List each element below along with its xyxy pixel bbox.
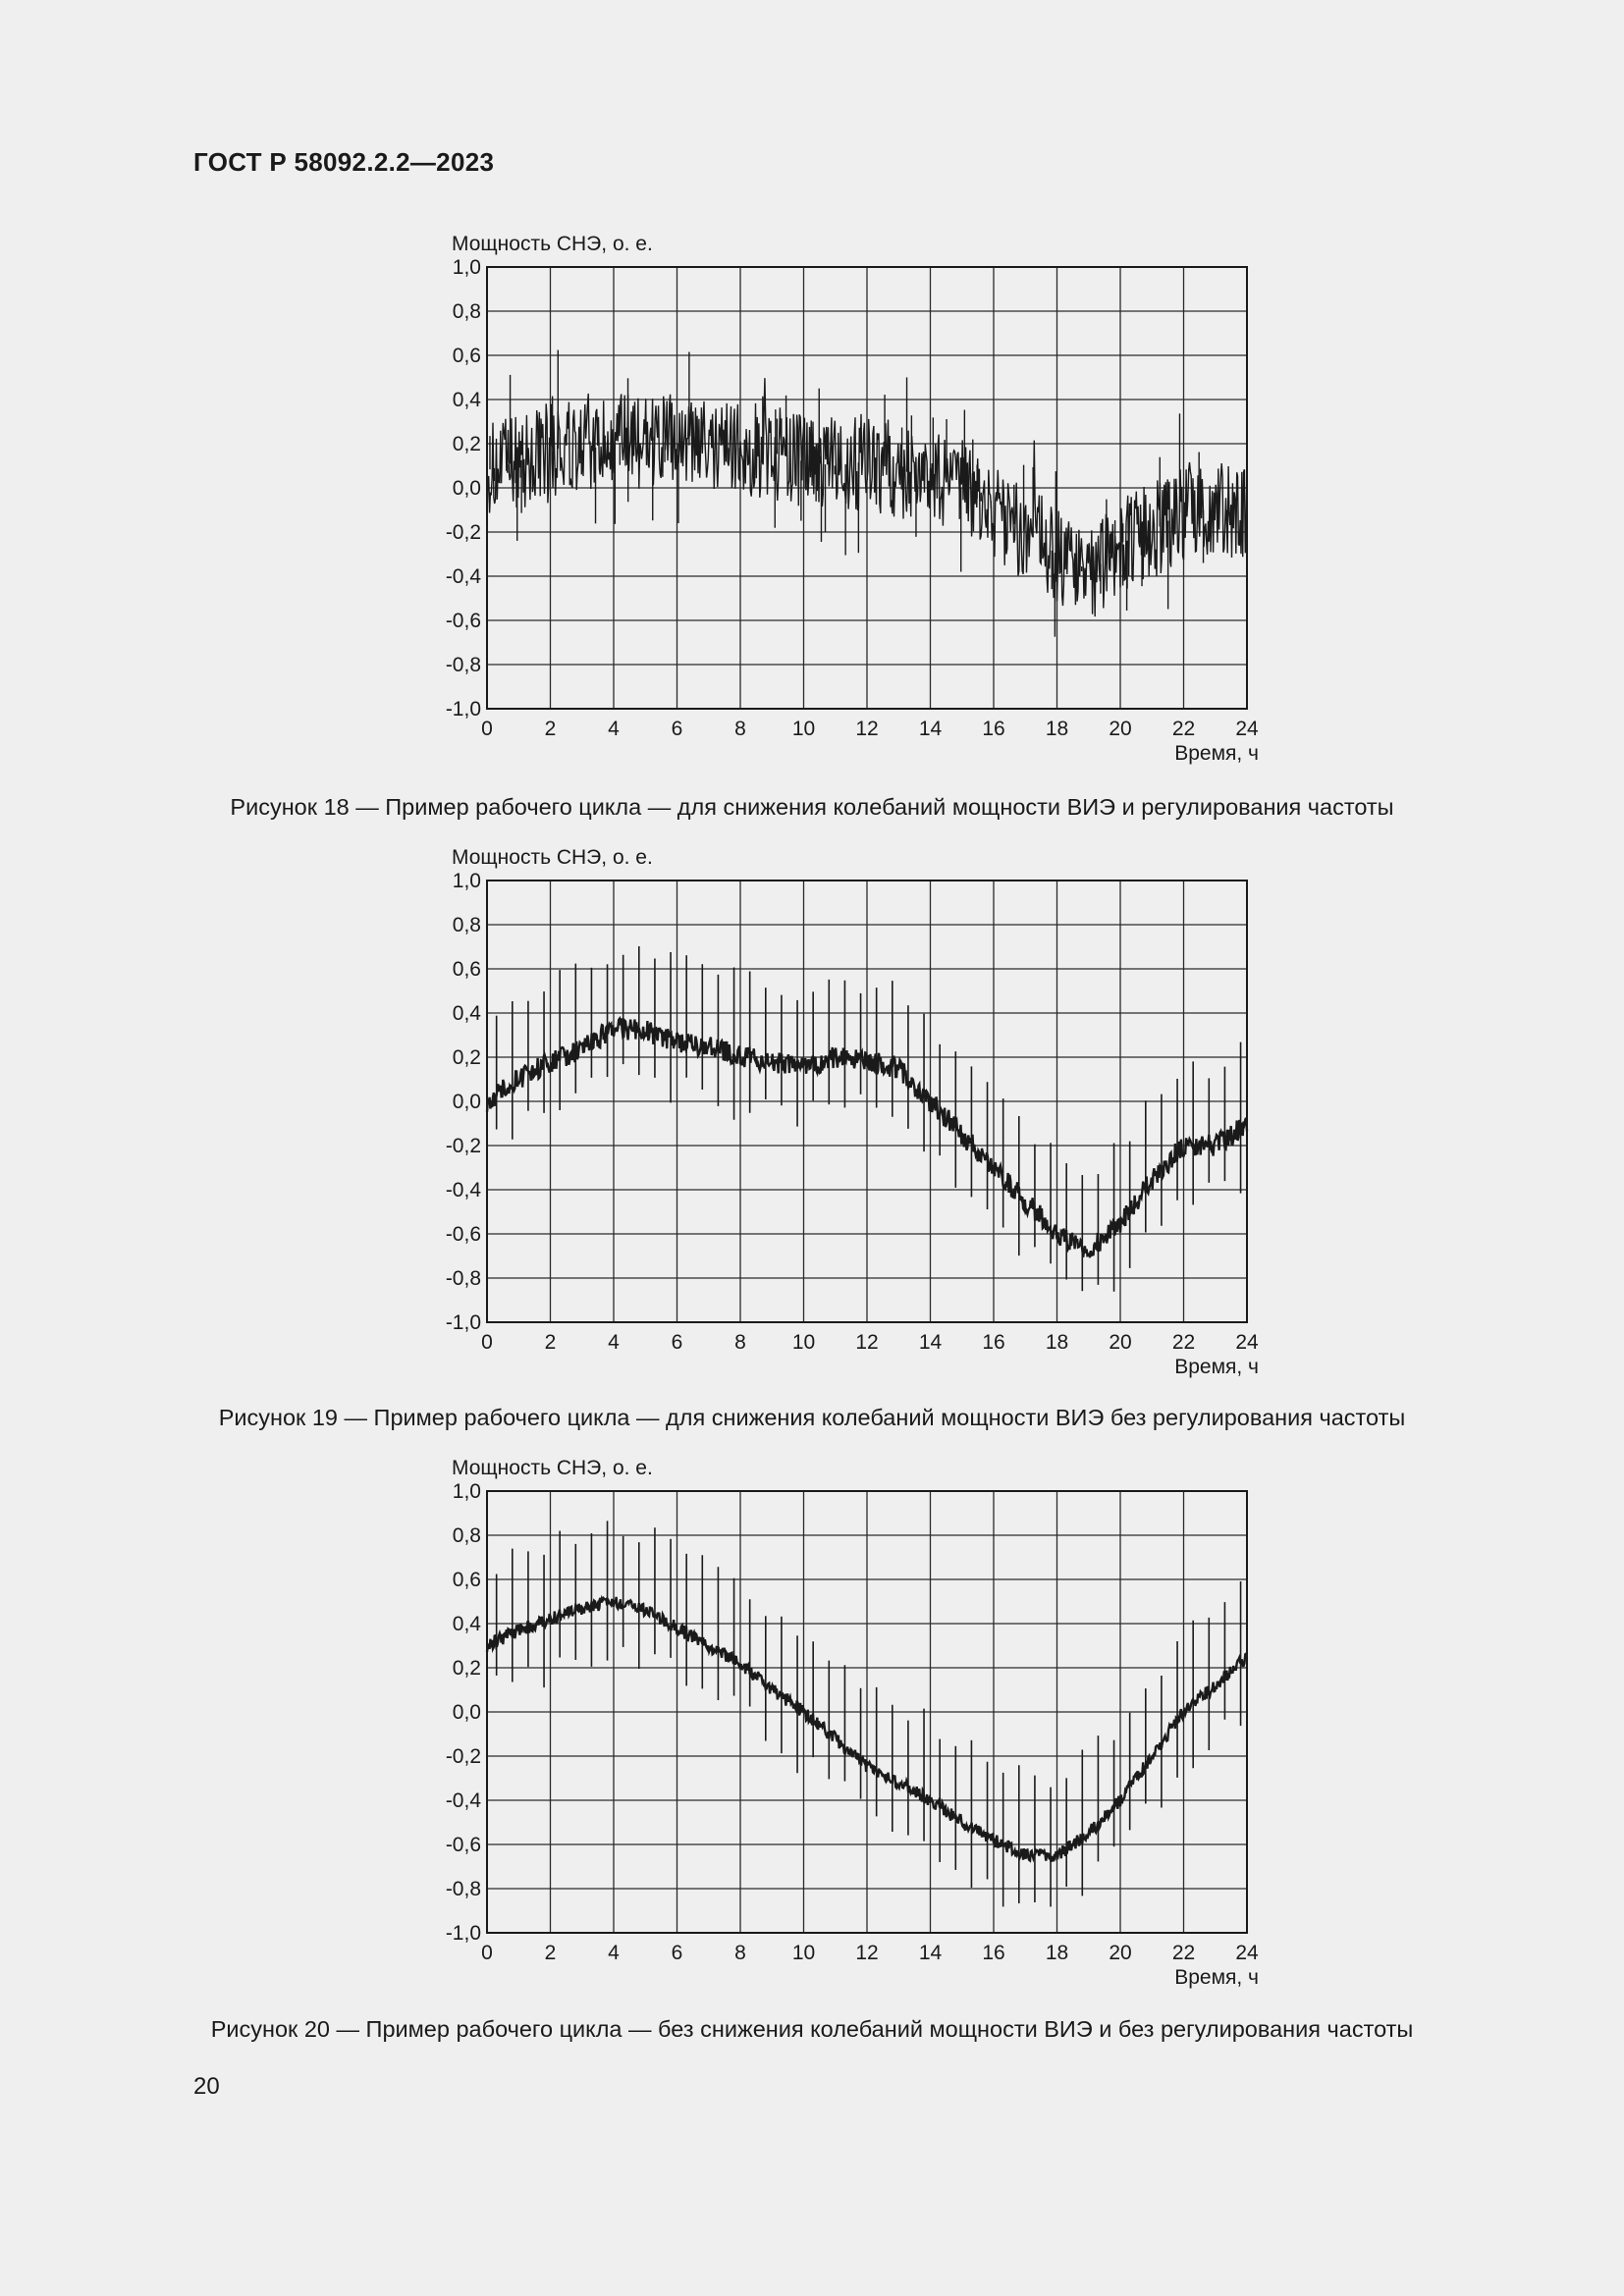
x-axis-label: Время, ч (1174, 742, 1259, 765)
y-tick-label: 0,8 (453, 300, 481, 323)
x-tick-label: 18 (1046, 718, 1068, 740)
y-tick-label: 0,8 (453, 1524, 481, 1547)
x-tick-label: 18 (1046, 1942, 1068, 1964)
x-tick-label: 20 (1109, 718, 1131, 740)
plot-frame (486, 1490, 1248, 1934)
y-tick-label: 0,2 (453, 1046, 481, 1069)
y-tick-label: -1,0 (446, 1311, 481, 1334)
x-tick-label: 10 (792, 718, 815, 740)
y-tick-label: -1,0 (446, 698, 481, 721)
x-tick-label: 24 (1235, 1942, 1259, 1964)
x-axis-label: Время, ч (1174, 1356, 1259, 1378)
document-standard-id: ГОСТ Р 58092.2.2—2023 (193, 147, 495, 177)
x-tick-label: 10 (792, 1331, 815, 1354)
y-tick-label: 0,0 (453, 1091, 481, 1113)
y-tick-label: 0,6 (453, 958, 481, 981)
y-tick-label: 0,0 (453, 477, 481, 500)
y-tick-label: 1,0 (453, 1480, 481, 1503)
x-tick-label: 2 (545, 1331, 557, 1354)
chart-svg-19: Мощность СНЭ, о. е.0 2 4 6 8 10 12 14 16 18 20 22 24… (446, 846, 1259, 1378)
x-tick-label: 24 (1235, 1331, 1259, 1354)
x-tick-label: 12 (855, 718, 878, 740)
y-tick-label: -0,2 (446, 1745, 481, 1768)
x-tick-label: 22 (1172, 718, 1195, 740)
y-tick-label: 0,4 (453, 1613, 482, 1635)
series-line (486, 378, 1248, 617)
x-tick-label: 20 (1109, 1331, 1131, 1354)
x-axis-label: Время, ч (1174, 1966, 1259, 1989)
x-tick-label: 16 (982, 1331, 1004, 1354)
x-tick-label: 8 (734, 1942, 746, 1964)
x-tick-label: 2 (545, 718, 557, 740)
y-tick-label: -0,8 (446, 654, 481, 676)
y-tick-label: -0,6 (446, 610, 481, 632)
x-tick-label: 8 (734, 1331, 746, 1354)
x-tick-label: 4 (608, 1942, 620, 1964)
chart-svg-18: Мощность СНЭ, о. е.0 2 4 6 8 10 12 14 16 18 20 22 24… (446, 233, 1259, 765)
x-tick-label: 2 (545, 1942, 557, 1964)
figure-19-chart: Мощность СНЭ, о. е. 0 2 4 6 8 10 12 14 16 18 20 22 24… (422, 834, 1286, 1394)
y-tick-label: 1,0 (453, 256, 481, 279)
page-number: 20 (193, 2073, 220, 2100)
y-tick-label: -0,2 (446, 1135, 481, 1157)
y-tick-label: -0,6 (446, 1834, 481, 1856)
x-tick-label: 20 (1109, 1942, 1131, 1964)
y-tick-label: -0,6 (446, 1223, 481, 1246)
y-tick-label: 0,4 (453, 1002, 482, 1025)
x-tick-label: 4 (608, 718, 620, 740)
x-tick-label: 12 (855, 1942, 878, 1964)
figure-20-caption: Рисунок 20 — Пример рабочего цикла — без… (210, 2016, 1414, 2042)
chart-svg-20: Мощность СНЭ, о. е.0 2 4 6 8 10 12 14 16 18 20 22 24… (446, 1457, 1259, 1989)
x-tick-label: 22 (1172, 1942, 1195, 1964)
x-tick-label: 24 (1235, 718, 1259, 740)
x-tick-label: 18 (1046, 1331, 1068, 1354)
x-tick-label: 4 (608, 1331, 620, 1354)
x-tick-label: 14 (919, 1942, 943, 1964)
y-tick-label: -0,4 (446, 1789, 482, 1812)
y-tick-label: -0,2 (446, 521, 481, 544)
y-tick-label: 0,6 (453, 1569, 481, 1591)
x-tick-label: 10 (792, 1942, 815, 1964)
y-tick-label: 0,4 (453, 389, 482, 411)
x-tick-label: 8 (734, 718, 746, 740)
x-tick-label: 0 (481, 718, 493, 740)
series-line (485, 1594, 1249, 1863)
y-tick-label: -0,8 (446, 1267, 481, 1290)
y-tick-label: 1,0 (453, 870, 481, 892)
figure-18-chart: Мощность СНЭ, о. е. 0 2 4 6 8 10 12 14 16 18 20 22 24… (422, 221, 1286, 780)
x-tick-label: 0 (481, 1331, 493, 1354)
figure-18-caption: Рисунок 18 — Пример рабочего цикла — для… (230, 794, 1394, 820)
x-tick-label: 0 (481, 1942, 493, 1964)
y-tick-label: 0,8 (453, 914, 481, 936)
y-tick-label: -0,8 (446, 1878, 481, 1900)
y-tick-label: -1,0 (446, 1922, 481, 1945)
x-tick-label: 14 (919, 718, 943, 740)
y-axis-label: Мощность СНЭ, о. е. (452, 233, 653, 255)
series-line (485, 1015, 1249, 1258)
y-tick-label: 0,2 (453, 433, 481, 455)
x-tick-label: 14 (919, 1331, 943, 1354)
y-tick-label: 0,0 (453, 1701, 481, 1724)
figure-20-chart: Мощность СНЭ, о. е. 0 2 4 6 8 10 12 14 16 18 20 22 24… (422, 1445, 1286, 2004)
y-axis-label: Мощность СНЭ, о. е. (452, 846, 653, 869)
y-tick-label: -0,4 (446, 1179, 482, 1201)
x-tick-label: 16 (982, 718, 1004, 740)
y-axis-label: Мощность СНЭ, о. е. (452, 1457, 653, 1479)
figure-19-caption: Рисунок 19 — Пример рабочего цикла — для… (218, 1405, 1406, 1430)
y-tick-label: 0,6 (453, 345, 481, 367)
x-tick-label: 6 (672, 718, 683, 740)
x-tick-label: 16 (982, 1942, 1004, 1964)
x-tick-label: 12 (855, 1331, 878, 1354)
y-tick-label: -0,4 (446, 565, 482, 588)
x-tick-label: 22 (1172, 1331, 1195, 1354)
x-tick-label: 6 (672, 1331, 683, 1354)
y-tick-label: 0,2 (453, 1657, 481, 1680)
x-tick-label: 6 (672, 1942, 683, 1964)
